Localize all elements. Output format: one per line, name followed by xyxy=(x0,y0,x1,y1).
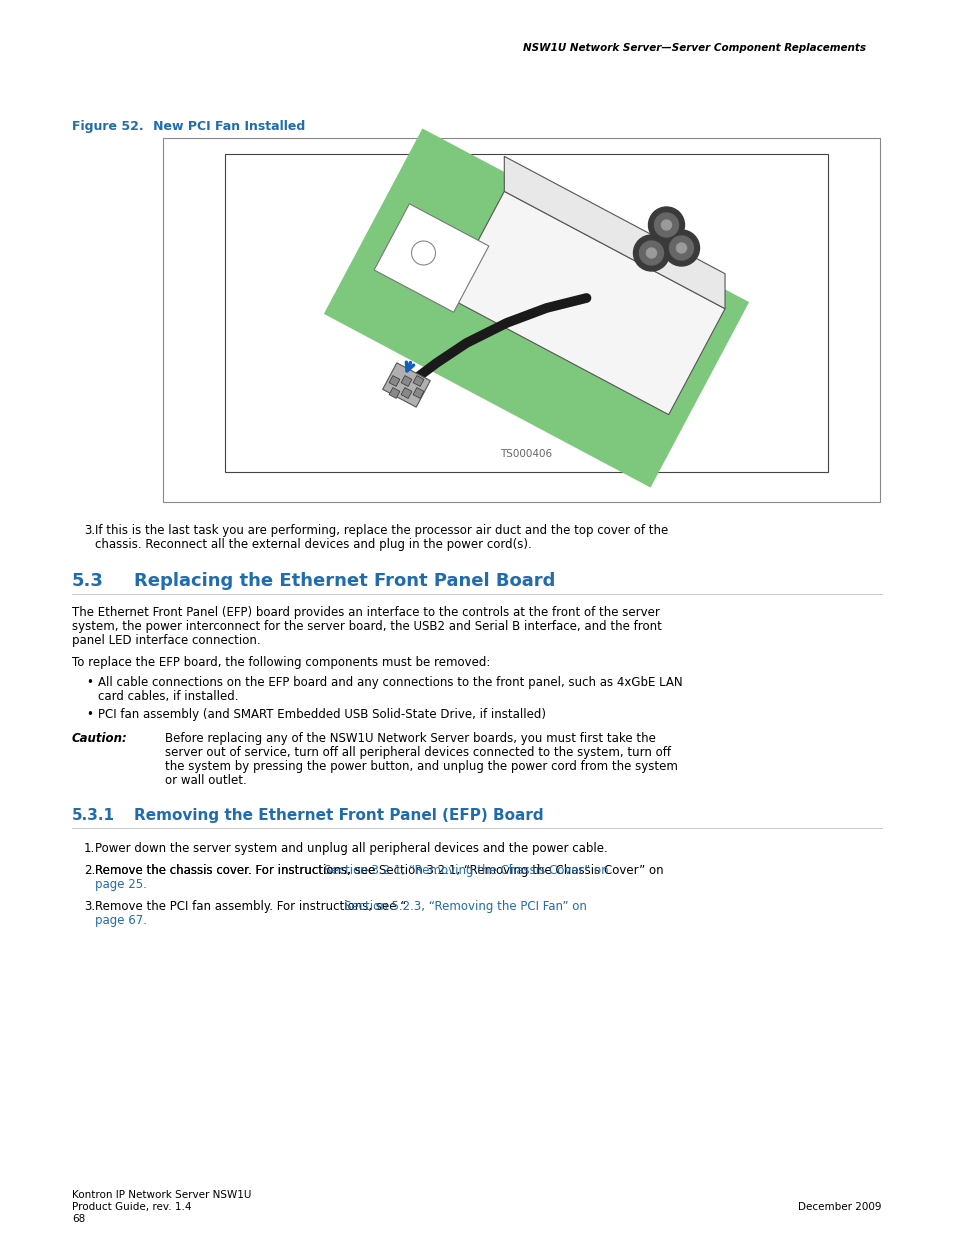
Text: Removing the Ethernet Front Panel (EFP) Board: Removing the Ethernet Front Panel (EFP) … xyxy=(133,808,543,823)
Text: 68: 68 xyxy=(71,1214,85,1224)
Circle shape xyxy=(669,236,693,261)
Text: 3.: 3. xyxy=(84,900,95,913)
Polygon shape xyxy=(389,375,399,387)
Text: PCI fan assembly (and SMART Embedded USB Solid-State Drive, if installed): PCI fan assembly (and SMART Embedded USB… xyxy=(98,708,545,721)
Polygon shape xyxy=(374,204,488,312)
Text: 5.3: 5.3 xyxy=(71,572,104,590)
Circle shape xyxy=(639,241,662,266)
Text: •: • xyxy=(86,708,92,721)
Polygon shape xyxy=(504,157,724,309)
Text: card cables, if installed.: card cables, if installed. xyxy=(98,690,238,703)
Text: or wall outlet.: or wall outlet. xyxy=(165,774,247,787)
Polygon shape xyxy=(323,128,748,488)
Text: chassis. Reconnect all the external devices and plug in the power cord(s).: chassis. Reconnect all the external devi… xyxy=(95,538,531,551)
Text: Remove the PCI fan assembly. For instructions, see “: Remove the PCI fan assembly. For instruc… xyxy=(95,900,406,913)
Text: December 2009: December 2009 xyxy=(798,1202,882,1212)
Text: page 25.: page 25. xyxy=(95,878,147,890)
Text: 1.: 1. xyxy=(84,842,95,855)
Bar xyxy=(225,154,827,472)
Text: New PCI Fan Installed: New PCI Fan Installed xyxy=(140,120,305,133)
Polygon shape xyxy=(448,191,724,415)
Text: Caution:: Caution: xyxy=(71,732,128,745)
Text: 2.: 2. xyxy=(84,864,95,877)
Text: •: • xyxy=(86,676,92,689)
Circle shape xyxy=(676,243,686,253)
Polygon shape xyxy=(400,375,412,387)
Text: The Ethernet Front Panel (EFP) board provides an interface to the controls at th: The Ethernet Front Panel (EFP) board pro… xyxy=(71,606,659,619)
Circle shape xyxy=(660,220,671,230)
Polygon shape xyxy=(382,363,430,408)
Text: 5.3.1: 5.3.1 xyxy=(71,808,115,823)
Circle shape xyxy=(648,207,684,243)
Text: panel LED interface connection.: panel LED interface connection. xyxy=(71,634,260,647)
Bar xyxy=(163,138,879,501)
Text: Before replacing any of the NSW1U Network Server boards, you must first take the: Before replacing any of the NSW1U Networ… xyxy=(165,732,656,745)
Text: Section 5.2.3, “Removing the PCI Fan” on: Section 5.2.3, “Removing the PCI Fan” on xyxy=(343,900,586,913)
Text: Replacing the Ethernet Front Panel Board: Replacing the Ethernet Front Panel Board xyxy=(133,572,555,590)
Text: the system by pressing the power button, and unplug the power cord from the syst: the system by pressing the power button,… xyxy=(165,760,678,773)
Polygon shape xyxy=(389,388,399,399)
Text: All cable connections on the EFP board and any connections to the front panel, s: All cable connections on the EFP board a… xyxy=(98,676,682,689)
Text: server out of service, turn off all peripheral devices connected to the system, : server out of service, turn off all peri… xyxy=(165,746,670,760)
Text: To replace the EFP board, the following components must be removed:: To replace the EFP board, the following … xyxy=(71,656,490,669)
Text: TS000406: TS000406 xyxy=(500,450,552,459)
Text: Figure 52.: Figure 52. xyxy=(71,120,144,133)
Text: Kontron IP Network Server NSW1U: Kontron IP Network Server NSW1U xyxy=(71,1191,251,1200)
Text: NSW1U Network Server—Server Component Replacements: NSW1U Network Server—Server Component Re… xyxy=(523,43,865,53)
Polygon shape xyxy=(400,388,412,399)
Text: page 67.: page 67. xyxy=(95,914,147,927)
Text: Power down the server system and unplug all peripheral devices and the power cab: Power down the server system and unplug … xyxy=(95,842,607,855)
Text: system, the power interconnect for the server board, the USB2 and Serial B inter: system, the power interconnect for the s… xyxy=(71,620,661,634)
Polygon shape xyxy=(413,388,423,399)
Text: If this is the last task you are performing, replace the processor air duct and : If this is the last task you are perform… xyxy=(95,524,667,537)
Text: Remove the chassis cover. For instructions, see: Remove the chassis cover. For instructio… xyxy=(95,864,378,877)
Text: Section 3.2.1, “Removing the Chassis Cover” on: Section 3.2.1, “Removing the Chassis Cov… xyxy=(324,864,608,877)
Circle shape xyxy=(662,230,699,266)
Text: Product Guide, rev. 1.4: Product Guide, rev. 1.4 xyxy=(71,1202,192,1212)
Text: 3.: 3. xyxy=(84,524,95,537)
Circle shape xyxy=(646,248,656,258)
Text: Remove the chassis cover. For instructions, see Section 3.2.1, “Removing the Cha: Remove the chassis cover. For instructio… xyxy=(95,864,663,877)
Circle shape xyxy=(654,212,678,237)
Polygon shape xyxy=(413,375,423,387)
Circle shape xyxy=(633,235,669,270)
